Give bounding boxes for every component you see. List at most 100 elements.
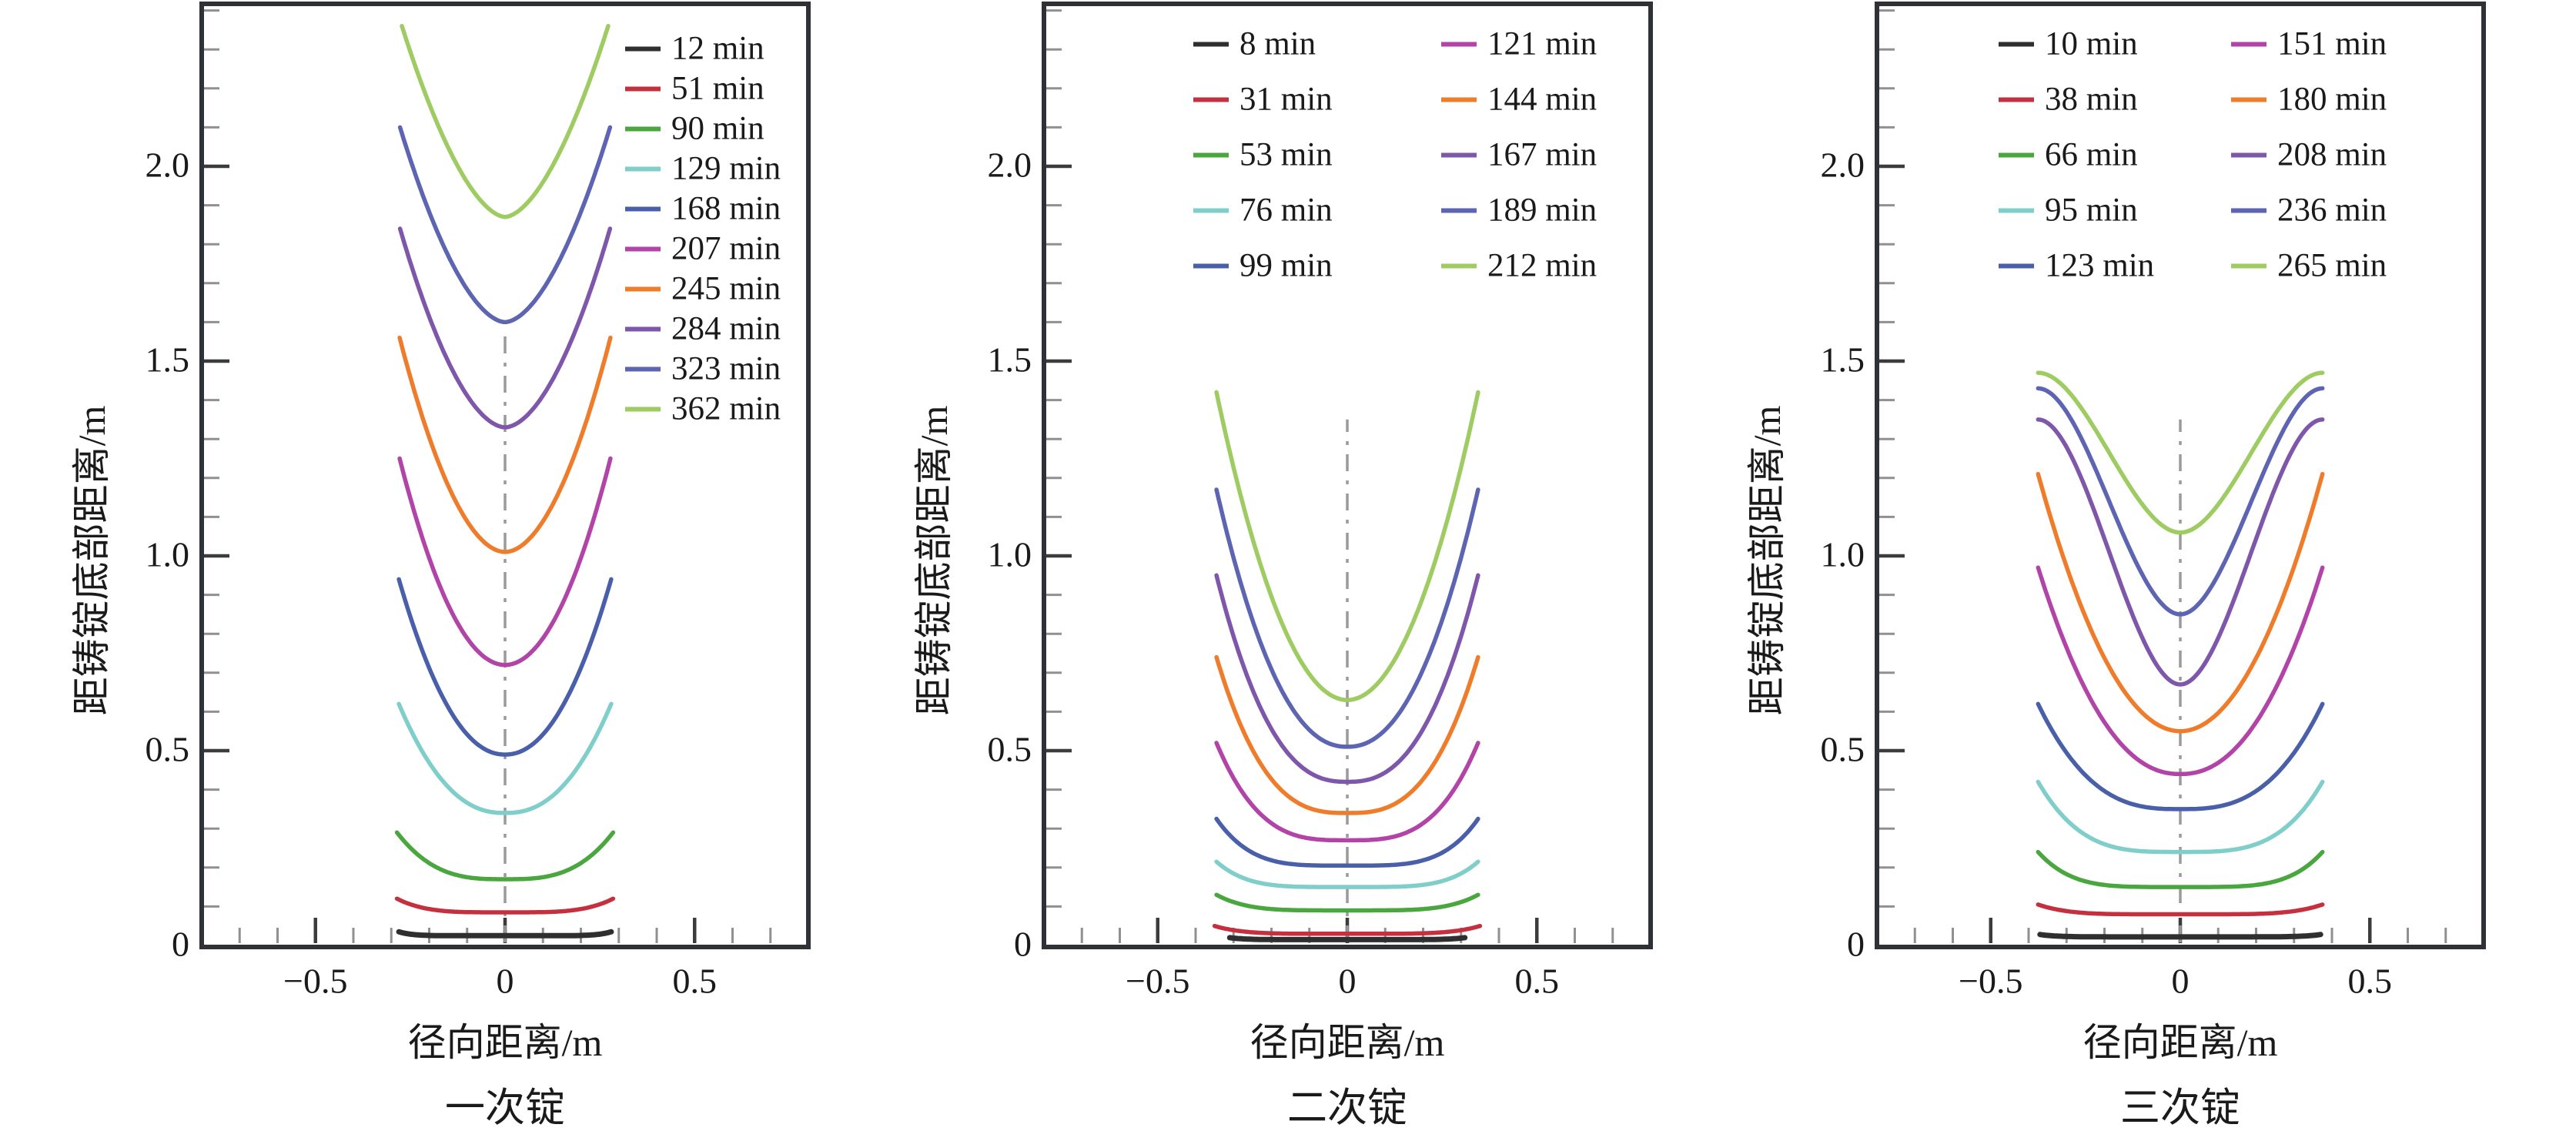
- series-curve-10min: [2037, 932, 2323, 940]
- y-tick-label: 1.5: [1820, 340, 1865, 380]
- series-curve-151min: [2036, 565, 2325, 777]
- y-tick-label: 1.5: [145, 340, 190, 380]
- legend-line-swatch: [625, 246, 661, 251]
- series-curve-284min: [397, 226, 613, 430]
- series-curve-362min: [400, 24, 611, 219]
- y-tick-label: 0: [1014, 924, 1032, 964]
- x-axis-title: 径向距离/m: [1250, 1021, 1445, 1064]
- y-axis-title: 距铸锭底部距离/m: [1745, 405, 1788, 716]
- legend-label: 121 min: [1487, 25, 1597, 62]
- legend-label: 236 min: [2277, 192, 2387, 229]
- y-tick-label: 2.0: [1820, 145, 1865, 185]
- legend-item: 31 min: [1193, 83, 1333, 116]
- legend-label: 284 min: [671, 310, 781, 347]
- legend-line-swatch: [625, 407, 661, 411]
- y-tick-label: 1.0: [1820, 534, 1865, 574]
- x-tick-label: −0.5: [283, 961, 348, 1001]
- series-curve-51min: [394, 896, 616, 915]
- series-curve-265min: [2036, 370, 2325, 535]
- x-axis-title: 径向距离/m: [2083, 1021, 2278, 1064]
- series-curve-236min: [2036, 386, 2325, 617]
- legend-item: 168 min: [625, 192, 781, 226]
- legend-line-swatch: [625, 366, 661, 371]
- legend-label: 207 min: [671, 230, 781, 267]
- legend-item: 12 min: [625, 32, 764, 65]
- legend-label: 10 min: [2045, 25, 2138, 62]
- legend-line-swatch: [2231, 208, 2267, 212]
- legend-item: 284 min: [625, 313, 781, 346]
- legend-item: 323 min: [625, 353, 781, 386]
- legend-label: 208 min: [2277, 136, 2387, 173]
- legend-item: 10 min: [1999, 28, 2138, 61]
- legend-line-swatch: [1999, 42, 2034, 46]
- y-tick-label: 1.0: [987, 534, 1032, 574]
- legend-line-swatch: [1999, 97, 2034, 102]
- x-tick-label: −0.5: [1126, 961, 1190, 1001]
- legend-line-swatch: [1193, 152, 1229, 157]
- series-curve-99min: [1214, 816, 1480, 868]
- legend-item: 265 min: [2231, 249, 2387, 283]
- series-curve-76min: [1214, 859, 1480, 889]
- legend-line-swatch: [2231, 152, 2267, 157]
- series-curve-168min: [396, 577, 614, 757]
- legend-label: 245 min: [671, 270, 781, 307]
- legend-item: 121 min: [1441, 28, 1597, 61]
- legend-item: 236 min: [2231, 194, 2387, 227]
- legend-line-swatch: [1193, 263, 1229, 268]
- legend-item: 95 min: [1999, 194, 2138, 227]
- legend-label: 8 min: [1239, 25, 1316, 62]
- series-curve-12min: [396, 929, 614, 939]
- y-axis-title: 距铸锭底部距离/m: [912, 405, 955, 716]
- legend-item: 129 min: [625, 152, 781, 186]
- x-tick-label: 0.5: [672, 961, 718, 1001]
- legend-item: 245 min: [625, 273, 781, 306]
- legend-label: 362 min: [671, 390, 781, 427]
- legend-line-swatch: [625, 206, 661, 211]
- legend-label: 168 min: [671, 190, 781, 227]
- legend-line-swatch: [1193, 208, 1229, 212]
- legend-line-swatch: [2231, 42, 2267, 46]
- legend-label: 144 min: [1487, 81, 1597, 118]
- legend-item: 99 min: [1193, 249, 1333, 283]
- legend-item: 189 min: [1441, 194, 1597, 227]
- series-curve-8min: [1226, 935, 1468, 942]
- legend-label: 12 min: [671, 30, 764, 67]
- legend-item: 180 min: [2231, 83, 2387, 116]
- series-curve-66min: [2036, 849, 2325, 889]
- legend-line-swatch: [2231, 97, 2267, 102]
- legend-line-swatch: [625, 86, 661, 91]
- legend-label: 53 min: [1239, 136, 1333, 173]
- legend-label: 90 min: [671, 110, 764, 147]
- legend-label: 51 min: [671, 70, 764, 107]
- y-tick-label: 1.5: [987, 340, 1032, 380]
- legend-label: 323 min: [671, 350, 781, 387]
- series-curve-207min: [397, 456, 613, 668]
- legend-label: 99 min: [1239, 247, 1333, 284]
- series-curve-212min: [1214, 390, 1480, 702]
- legend-line-swatch: [1999, 263, 2034, 268]
- series-curve-31min: [1212, 923, 1483, 936]
- series-curve-95min: [2036, 779, 2325, 855]
- y-tick-label: 0: [1847, 924, 1865, 964]
- legend-line-swatch: [625, 166, 661, 171]
- legend-item: 151 min: [2231, 28, 2387, 61]
- series-curve-123min: [2036, 701, 2325, 811]
- series-curve-323min: [397, 125, 613, 325]
- legend-label: 123 min: [2045, 247, 2155, 284]
- series-curve-189min: [1214, 487, 1480, 749]
- series-curve-53min: [1214, 892, 1480, 913]
- legend-line-swatch: [1193, 97, 1229, 102]
- legend-item: 207 min: [625, 233, 781, 266]
- y-tick-label: 0.5: [145, 729, 190, 769]
- legend-item: 38 min: [1999, 83, 2138, 116]
- legend-line-swatch: [1441, 208, 1477, 212]
- legend-item: 76 min: [1193, 194, 1333, 227]
- legend-label: 189 min: [1487, 192, 1597, 229]
- y-tick-label: 1.0: [145, 534, 190, 574]
- legend-label: 95 min: [2045, 192, 2138, 229]
- legend-item: 208 min: [2231, 139, 2387, 172]
- series-curve-144min: [1214, 654, 1480, 815]
- legend-line-swatch: [1193, 42, 1229, 46]
